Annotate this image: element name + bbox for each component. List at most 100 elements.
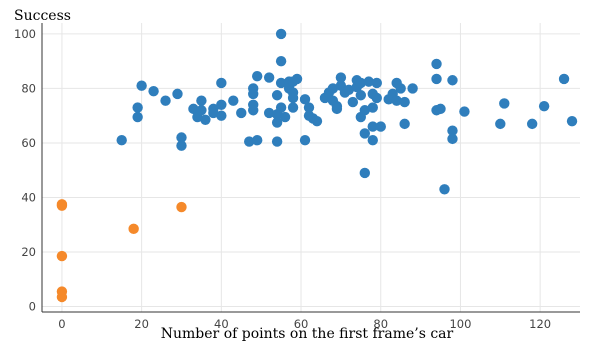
axes: [41, 23, 580, 313]
data-point-series-1: [275, 28, 287, 40]
data-point-series-1: [359, 105, 370, 116]
data-point-series-1: [431, 73, 442, 85]
data-point-series-1: [347, 96, 359, 108]
data-point-series-1: [271, 90, 283, 101]
data-point-series-1: [566, 115, 578, 127]
data-point-series-1: [196, 105, 207, 116]
data-point-series-1: [200, 114, 211, 125]
data-point-series-1: [331, 103, 343, 115]
data-point-series-1: [263, 72, 275, 83]
data-point-series-1: [359, 167, 370, 179]
data-point-series-1: [311, 115, 323, 127]
data-point-series-1: [196, 95, 207, 106]
x-tick-label: 40: [214, 317, 229, 331]
data-point-series-1: [299, 94, 311, 105]
data-point-series-2: [56, 200, 68, 211]
data-point-series-1: [343, 84, 355, 95]
data-point-series-1: [367, 135, 378, 146]
data-point-series-1: [439, 184, 450, 195]
data-point-series-1: [431, 58, 442, 70]
data-point-series-1: [495, 118, 506, 130]
data-point-series-1: [252, 70, 263, 82]
data-point-series-2: [56, 250, 68, 262]
data-point-series-1: [136, 80, 147, 91]
data-point-series-1: [275, 77, 287, 89]
x-tick-label: 120: [529, 317, 551, 331]
data-point-series-1: [248, 105, 259, 116]
x-axis-label: Number of points on the first frame’s ca…: [161, 326, 454, 342]
data-point-series-1: [271, 117, 283, 128]
data-point-series-1: [216, 99, 227, 110]
data-point-series-1: [208, 107, 219, 119]
data-point-series-1: [148, 85, 159, 97]
data-point-series-1: [447, 133, 458, 145]
gridlines: [42, 23, 580, 312]
data-point-series-1: [287, 102, 299, 113]
y-tick-label: 40: [21, 190, 36, 204]
data-point-series-1: [176, 132, 187, 143]
data-point-series-2: [56, 291, 68, 303]
data-point-series-1: [216, 77, 227, 89]
data-point-series-1: [279, 111, 291, 123]
x-tick-label: 100: [449, 317, 471, 331]
y-tick-label: 20: [21, 245, 36, 259]
data-point-series-1: [244, 136, 255, 147]
y-tick-label: 100: [14, 27, 36, 41]
data-point-series-1: [327, 83, 339, 94]
data-point-series-1: [538, 100, 550, 112]
data-point-series-1: [172, 88, 183, 100]
data-point-series-1: [160, 95, 171, 106]
data-point-series-1: [236, 107, 247, 119]
data-point-series-1: [299, 135, 311, 146]
data-point-series-1: [399, 118, 410, 130]
data-point-series-1: [359, 128, 370, 139]
data-point-series-1: [459, 106, 470, 117]
x-tick-label: 60: [294, 317, 309, 331]
data-point-series-1: [355, 77, 367, 89]
y-tick-label: 60: [21, 136, 36, 150]
data-point-series-1: [367, 121, 378, 132]
data-point-series-1: [263, 107, 275, 119]
data-point-series-1: [355, 90, 367, 101]
data-point-series-1: [228, 95, 239, 106]
data-point-series-1: [176, 140, 187, 151]
data-point-series-1: [291, 73, 303, 85]
data-point-series-1: [252, 135, 263, 146]
data-point-series-1: [371, 77, 382, 89]
data-point-series-1: [275, 55, 287, 67]
x-tick-label: 20: [134, 317, 149, 331]
data-point-series-1: [395, 83, 406, 94]
data-point-series-1: [303, 102, 315, 113]
y-tick-label: 0: [29, 300, 36, 314]
data-point-series-1: [271, 136, 283, 147]
data-point-series-1: [116, 135, 127, 146]
data-point-series-1: [399, 96, 410, 108]
y-axis-label: Success: [14, 8, 71, 24]
data-point-series-1: [188, 103, 199, 115]
data-point-series-1: [275, 102, 287, 113]
data-point-series-1: [132, 102, 143, 113]
data-point-series-1: [435, 103, 446, 115]
x-tick-label: 0: [58, 317, 65, 331]
y-tick-label: 80: [21, 81, 36, 95]
data-point-series-1: [248, 83, 259, 94]
data-point-series-1: [499, 98, 510, 109]
data-point-series-1: [216, 110, 227, 121]
x-tick-labels: 0 20 40 60 80 100 120: [58, 317, 551, 331]
data-point-series-2: [176, 201, 187, 213]
data-point-series-1: [407, 83, 418, 94]
data-point-series-1: [375, 121, 386, 132]
data-point-series-1: [391, 95, 402, 106]
data-point-series-1: [335, 72, 347, 83]
data-point-series-1: [367, 102, 378, 113]
data-point-series-1: [371, 92, 382, 104]
x-tick-label: 80: [373, 317, 388, 331]
data-point-series-1: [526, 118, 538, 130]
data-point-series-1: [132, 111, 143, 123]
data-points: [56, 28, 578, 303]
data-point-series-1: [287, 92, 299, 104]
data-point-series-2: [128, 223, 139, 235]
data-point-series-1: [447, 125, 458, 136]
data-point-series-1: [363, 76, 374, 87]
